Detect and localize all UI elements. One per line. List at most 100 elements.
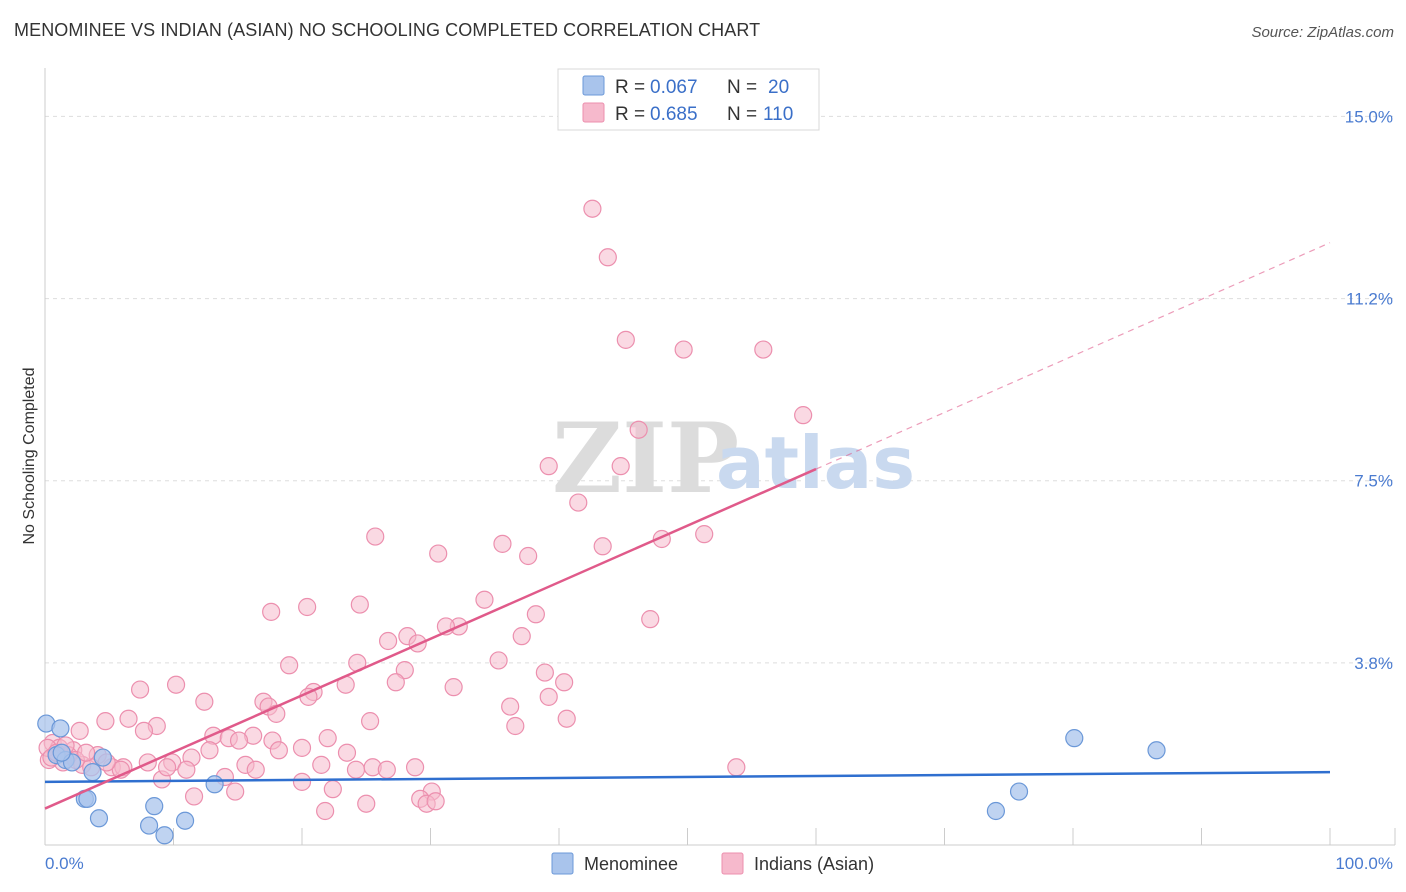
point-indians-asian-89 [312,755,331,774]
point-indians-asian-106 [77,743,96,762]
point-menominee-15 [1065,729,1084,748]
point-indians-asian-22 [641,610,660,629]
point-indians-asian-12 [593,537,612,556]
point-indians-asian-37 [444,678,463,697]
point-indians-asian-3 [674,340,693,359]
y-tick-label-3: 15.0% [1345,107,1393,126]
point-menominee-11 [139,816,159,835]
point-indians-asian-39 [130,680,150,699]
legend-r-label-indians-asian: R = [615,104,645,125]
point-menominee-16 [1147,741,1166,760]
y-tick-label-1: 7.5% [1354,472,1393,491]
legend-n-value-indians-asian: 110 [763,104,793,125]
point-indians-asian-90 [292,772,312,791]
point-indians-asian-43 [195,692,214,711]
bottom-legend-label-menominee: Menominee [584,854,678,874]
bottom-legend-swatch-indians-asian [721,852,744,875]
legend-n-label-menominee: N = [727,77,757,98]
point-indians-asian-19 [298,597,317,617]
y-axis-label: No Schooling Completed [21,368,38,545]
point-indians-asian-96 [184,787,204,806]
point-indians-asian-1 [598,248,617,267]
point-menominee-18 [986,801,1006,821]
chart-source: Source: ZipAtlas.com [1251,24,1394,41]
bottom-legend-label-indians-asian: Indians (Asian) [754,854,874,874]
point-indians-asian-27 [378,631,398,651]
point-indians-asian-7 [539,457,558,476]
point-indians-asian-49 [557,709,576,728]
point-indians-asian-10 [695,525,714,544]
point-menominee-5 [93,748,112,767]
bottom-legend: Menominee Indians (Asian) [551,852,874,875]
x-tick-label-max: 100.0% [1335,854,1393,873]
point-indians-asian-29 [489,651,508,670]
point-indians-asian-91 [323,780,342,799]
point-menominee-19 [52,743,71,762]
legend-r-value-menominee: 0.067 [650,77,698,98]
regression-extension-indians-asian [815,242,1331,470]
point-indians-asian-88 [246,760,265,779]
point-indians-asian-16 [366,527,385,546]
point-menominee-10 [145,797,164,816]
gridlines [45,115,1395,664]
point-indians-asian-38 [166,675,186,694]
point-indians-asian-100 [426,792,445,811]
point-menominee-13 [175,811,195,830]
point-indians-asian-108 [269,741,288,760]
point-indians-asian-63 [200,741,219,760]
point-indians-asian-60 [292,738,312,757]
point-indians-asian-6 [629,420,648,439]
point-indians-asian-101 [316,801,335,821]
point-indians-asian-97 [357,794,376,813]
regression-lines [44,242,1331,810]
point-menominee-2 [51,719,70,738]
point-indians-asian-51 [119,709,138,728]
point-indians-asian-20 [262,602,281,621]
regression-line-menominee [44,770,1331,784]
point-indians-asian-94 [727,758,746,777]
point-indians-asian-92 [405,758,425,777]
point-menominee-9 [89,809,109,828]
point-indians-asian-86 [177,760,196,779]
point-indians-asian-18 [350,595,369,614]
legend-n-value-menominee: 20 [768,77,789,98]
point-indians-asian-34 [386,673,405,692]
point-indians-asian-0 [583,199,602,218]
point-menominee-12 [155,826,174,845]
point-menominee-17 [1009,782,1029,801]
point-indians-asian-2 [616,330,635,349]
legend-swatch-menominee [582,75,605,96]
point-indians-asian-109 [157,758,177,777]
point-indians-asian-46 [501,697,520,716]
point-indians-asian-48 [361,712,380,731]
point-indians-asian-30 [280,656,299,675]
point-indians-asian-50 [506,716,525,736]
legend: R = 0.067 N = 20 R = 0.685 N = 110 [557,68,820,131]
y-tick-label-2: 11.2% [1346,290,1393,309]
regression-line-indians-asian [44,467,817,810]
point-indians-asian-62 [229,731,249,750]
point-indians-asian-17 [475,590,494,609]
point-indians-asian-32 [395,661,414,680]
chart-title: MENOMINEE VS INDIAN (ASIAN) NO SCHOOLING… [14,20,761,40]
watermark: ZIP atlas [552,402,915,515]
legend-swatch-indians-asian [582,102,605,123]
point-indians-asian-35 [555,673,574,692]
point-indians-asian-21 [526,605,545,624]
point-indians-asian-61 [318,729,337,748]
bottom-legend-swatch-menominee [551,852,574,875]
point-indians-asian-67 [346,760,366,779]
data-points [37,199,1166,845]
point-indians-asian-53 [96,712,115,731]
point-indians-asian-41 [539,687,558,706]
point-indians-asian-5 [794,406,813,425]
point-menominee-6 [83,763,102,782]
point-indians-asian-66 [337,743,357,762]
point-indians-asian-107 [377,760,396,779]
point-indians-asian-55 [134,721,154,740]
point-menominee-14 [205,775,224,794]
legend-r-label-menominee: R = [615,77,645,98]
point-indians-asian-15 [429,544,448,563]
point-indians-asian-4 [754,340,773,359]
